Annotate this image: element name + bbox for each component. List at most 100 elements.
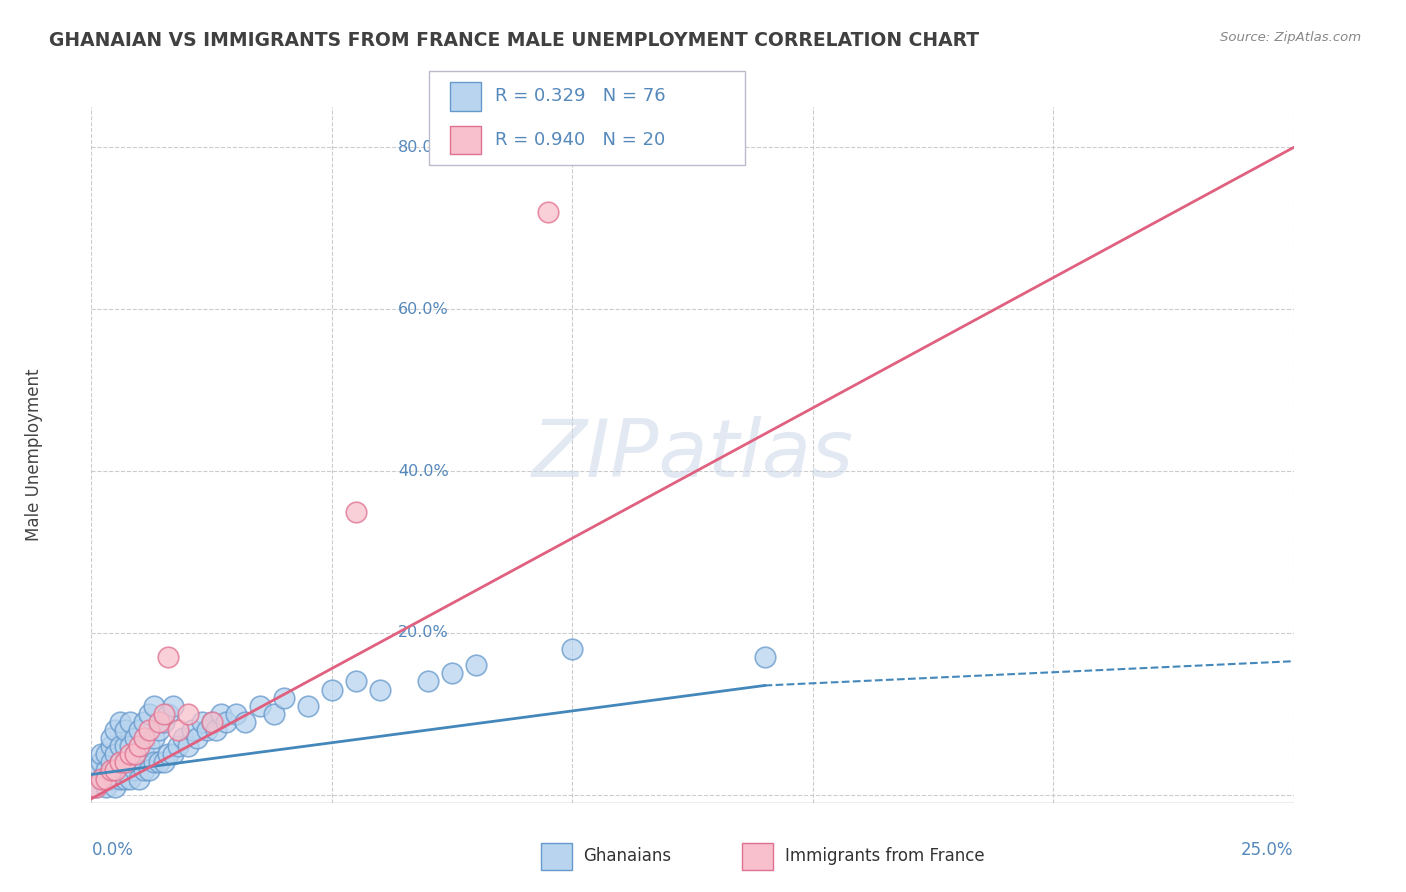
Point <box>128 772 150 786</box>
Point <box>84 780 107 794</box>
Point <box>134 731 156 745</box>
Point <box>94 764 117 778</box>
Point <box>118 772 141 786</box>
Point <box>110 739 132 754</box>
Point <box>84 764 107 778</box>
Point <box>138 764 160 778</box>
Point <box>124 764 146 778</box>
Point <box>94 747 117 762</box>
Point <box>440 666 463 681</box>
Point <box>138 739 160 754</box>
Text: 60.0%: 60.0% <box>398 301 449 317</box>
Point <box>94 780 117 794</box>
Point <box>114 756 136 770</box>
Point <box>215 714 238 729</box>
Point <box>114 756 136 770</box>
Point <box>118 756 141 770</box>
Point <box>162 747 184 762</box>
Text: Source: ZipAtlas.com: Source: ZipAtlas.com <box>1220 31 1361 45</box>
Point <box>104 747 127 762</box>
Point <box>100 731 122 745</box>
Point <box>100 764 122 778</box>
Point <box>124 731 146 745</box>
Point <box>344 674 367 689</box>
Point <box>465 658 488 673</box>
Point <box>263 706 285 721</box>
Point <box>100 739 122 754</box>
Point <box>104 723 127 737</box>
Point <box>344 504 367 518</box>
Point <box>114 739 136 754</box>
Point <box>297 698 319 713</box>
Point <box>90 772 112 786</box>
Point <box>233 714 256 729</box>
Text: ZIPatlas: ZIPatlas <box>531 416 853 494</box>
Point <box>167 723 190 737</box>
Point <box>205 723 228 737</box>
Point <box>162 698 184 713</box>
Point <box>152 706 174 721</box>
Point <box>118 739 141 754</box>
Point <box>157 706 180 721</box>
Point <box>138 706 160 721</box>
Point <box>561 642 583 657</box>
Text: R = 0.940   N = 20: R = 0.940 N = 20 <box>495 131 665 149</box>
Point <box>118 747 141 762</box>
Point <box>84 780 107 794</box>
Point <box>142 698 165 713</box>
Point <box>124 747 146 762</box>
Point <box>157 747 180 762</box>
Point <box>148 714 170 729</box>
Text: GHANAIAN VS IMMIGRANTS FROM FRANCE MALE UNEMPLOYMENT CORRELATION CHART: GHANAIAN VS IMMIGRANTS FROM FRANCE MALE … <box>49 31 980 50</box>
Point <box>201 714 224 729</box>
Point <box>148 723 170 737</box>
Point <box>128 723 150 737</box>
Point <box>90 772 112 786</box>
Point <box>104 764 127 778</box>
Point <box>110 756 132 770</box>
Point <box>176 706 198 721</box>
Point <box>128 747 150 762</box>
Point <box>118 714 141 729</box>
Point <box>128 739 150 754</box>
Point <box>273 690 295 705</box>
Point <box>100 772 122 786</box>
Point <box>416 674 439 689</box>
Text: 20.0%: 20.0% <box>398 625 449 640</box>
Point <box>110 756 132 770</box>
Point <box>157 650 180 665</box>
Text: 0.0%: 0.0% <box>91 841 134 859</box>
Point <box>90 756 112 770</box>
Point <box>368 682 391 697</box>
Point <box>142 731 165 745</box>
Point <box>201 714 224 729</box>
Text: 25.0%: 25.0% <box>1241 841 1294 859</box>
Point <box>110 714 132 729</box>
Point <box>321 682 343 697</box>
Point <box>104 780 127 794</box>
Point <box>110 772 132 786</box>
Point <box>94 772 117 786</box>
Text: Ghanaians: Ghanaians <box>583 847 672 865</box>
Point <box>537 205 560 219</box>
Point <box>225 706 247 721</box>
Point <box>114 723 136 737</box>
Text: Immigrants from France: Immigrants from France <box>785 847 984 865</box>
Point <box>114 772 136 786</box>
Point <box>134 739 156 754</box>
Point <box>104 764 127 778</box>
Point <box>176 739 198 754</box>
Point <box>181 723 204 737</box>
Point <box>754 650 776 665</box>
Point <box>124 747 146 762</box>
Point <box>209 706 232 721</box>
Text: R = 0.329   N = 76: R = 0.329 N = 76 <box>495 87 665 105</box>
Point <box>100 756 122 770</box>
Text: 40.0%: 40.0% <box>398 464 449 479</box>
Point <box>152 714 174 729</box>
Point <box>172 731 194 745</box>
Point <box>167 739 190 754</box>
Point <box>148 756 170 770</box>
Text: Male Unemployment: Male Unemployment <box>25 368 42 541</box>
Text: 80.0%: 80.0% <box>398 140 449 155</box>
